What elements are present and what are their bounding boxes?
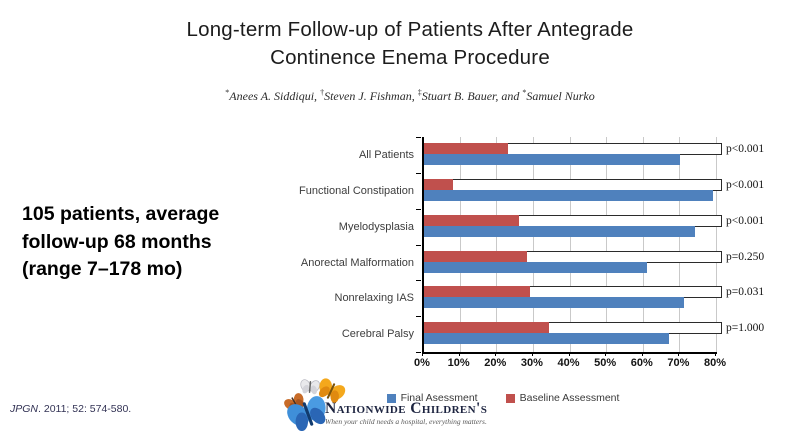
bar-baseline-assessment — [424, 286, 531, 298]
x-axis-tick-label: 60% — [630, 357, 653, 369]
slide-title-line2: Continence Enema Procedure — [270, 46, 550, 69]
legend-swatch-baseline — [505, 393, 515, 403]
category-label: All Patients — [358, 149, 414, 161]
logo-tagline: When your child needs a hospital, everyt… — [325, 417, 487, 426]
y-axis-tick — [416, 137, 421, 138]
bar-baseline-assessment — [424, 250, 527, 262]
y-axis-tick — [416, 172, 421, 174]
gridline — [459, 137, 461, 352]
x-axis-tick — [715, 352, 716, 356]
bar-chart: All Patients Functional Constipation Myelo… — [0, 130, 792, 380]
gridline — [606, 137, 608, 352]
author-affiliation-marker: * — [225, 88, 230, 97]
study-summary-text: 105 patients, average follow-up 68 month… — [22, 203, 220, 280]
y-axis-tick — [416, 316, 421, 318]
y-axis-tick — [416, 208, 421, 210]
x-axis-tick-label: 80% — [703, 357, 727, 369]
p-value-label: p=0.250 — [726, 250, 765, 263]
bar-final-assessment — [424, 225, 696, 237]
author-name: Samuel Nurko — [526, 89, 595, 103]
author-affiliation-marker: * — [522, 88, 527, 97]
x-axis-tick — [568, 352, 570, 356]
gridline — [716, 137, 717, 352]
bar-final-assessment — [424, 333, 670, 345]
x-axis-tick-label: 40% — [557, 357, 580, 369]
gridline — [496, 137, 498, 352]
author-name: Anees A. Siddiqui, — [229, 89, 321, 103]
legend-entry-baseline: Baseline Assessment — [505, 392, 620, 404]
category-label: Myelodysplasia — [338, 220, 414, 233]
plot-area — [422, 137, 722, 354]
slide-title-line1: Long-term Follow-up of Patients After An… — [186, 18, 634, 41]
category-label: Cerebral Palsy — [341, 328, 414, 341]
legend-swatch-final — [386, 393, 396, 403]
gridline — [679, 137, 681, 352]
category-label: Nonrelaxing IAS — [334, 292, 415, 305]
bar-final-assessment — [424, 154, 681, 165]
p-value-label: p=1.000 — [726, 322, 765, 335]
x-axis-tick — [495, 352, 497, 356]
category-label: Anorectal Malformation — [300, 256, 414, 269]
legend-entry-final: Final Asessment — [386, 392, 478, 404]
slide-title: Long-term Follow-up of Patients After An… — [28, 16, 792, 72]
x-axis-tick — [531, 352, 533, 356]
bar-final-assessment — [424, 189, 714, 201]
logo-text-block: Nationwide Children's When your child ne… — [325, 376, 593, 426]
author-affiliation-marker: ‡ — [417, 88, 422, 97]
p-value-label: p<0.001 — [726, 143, 765, 155]
legend-label-final: Final Asessment — [400, 392, 478, 404]
authors-line: *Anees A. Siddiqui, †Steven J. Fishman, … — [28, 88, 792, 104]
y-axis-tick — [416, 280, 421, 282]
x-axis-tick-label: 50% — [594, 357, 617, 369]
citation-journal: JPGN — [10, 403, 39, 415]
p-value-label: p<0.001 — [726, 178, 765, 191]
author-name: Stuart B. Bauer, and — [421, 89, 523, 103]
x-axis-tick — [605, 352, 607, 356]
y-axis-tick — [416, 352, 421, 353]
chart-legend: Final Asessment Baseline Assessment — [283, 392, 723, 404]
bar-baseline-assessment — [424, 178, 454, 190]
bar-baseline-assessment — [424, 322, 549, 334]
y-axis-tick — [416, 244, 421, 246]
citation: JPGN. 2011; 52: 574-580. — [10, 403, 131, 415]
legend-label-baseline: Baseline Assessment — [519, 392, 620, 404]
bar-baseline-assessment — [424, 214, 520, 226]
gridline — [532, 137, 534, 352]
x-axis-tick — [678, 352, 680, 356]
x-axis-tick — [458, 352, 460, 356]
citation-rest: . 2011; 52: 574-580. — [38, 403, 132, 415]
x-axis-tick-label: 0% — [414, 357, 430, 369]
bar-baseline-assessment — [424, 143, 509, 154]
gridline — [569, 137, 571, 352]
p-value-label: p<0.001 — [726, 214, 765, 227]
p-value-label: p=0.031 — [726, 286, 765, 299]
x-axis-tick-label: 30% — [520, 357, 543, 369]
bar-final-assessment — [424, 261, 648, 273]
x-axis-tick-label: 70% — [667, 357, 690, 369]
butterflies-icon — [284, 378, 346, 431]
category-label: Functional Constipation — [299, 184, 414, 197]
x-axis-tick — [641, 352, 643, 356]
x-axis-tick-label: 20% — [484, 357, 507, 369]
hospital-logo: Nationwide Children's When your child ne… — [283, 376, 593, 431]
bar-final-assessment — [424, 297, 685, 309]
x-axis-tick-label: 10% — [447, 357, 470, 369]
gridline — [642, 137, 644, 352]
logo-wordmark: Nationwide Children's — [325, 400, 488, 417]
author-affiliation-marker: † — [320, 88, 325, 97]
x-axis-tick — [422, 352, 423, 356]
author-name: Steven J. Fishman, — [324, 89, 418, 103]
